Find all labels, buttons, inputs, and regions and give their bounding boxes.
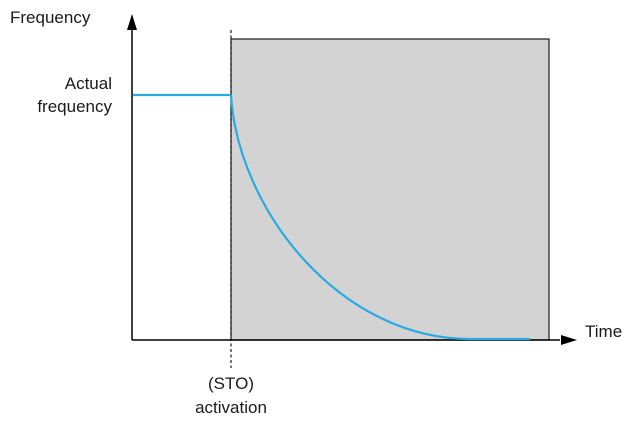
sto-activation-label-line2: activation — [195, 398, 267, 417]
sto-activation-label-line1: (STO) — [208, 374, 254, 393]
frequency-decay-curve — [229, 94, 530, 341]
y-axis-label: Frequency — [10, 8, 91, 27]
x-axis-label: Time — [585, 322, 622, 341]
y-axis-arrow — [127, 14, 137, 30]
x-axis-arrow — [561, 335, 577, 345]
actual-frequency-label-line2: frequency — [37, 97, 112, 116]
sto-shaded-region — [230, 38, 550, 341]
actual-frequency-label-line1: Actual — [65, 74, 112, 93]
